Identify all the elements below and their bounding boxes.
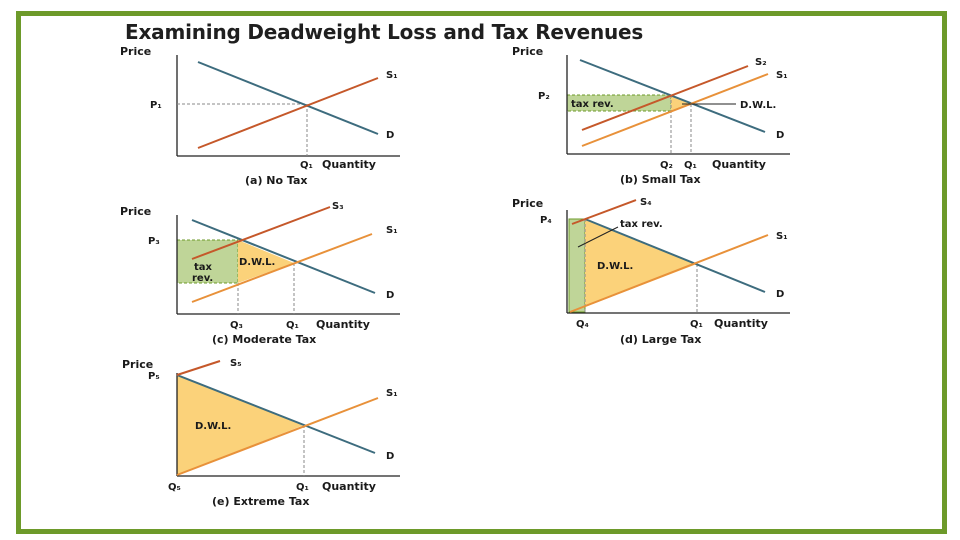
dwl-label: D.W.L. bbox=[239, 257, 275, 268]
quantity-axis-label: Quantity bbox=[322, 158, 376, 171]
supply-label: S₁ bbox=[776, 70, 788, 81]
demand-label: D bbox=[386, 290, 394, 301]
price-level-label: P₄ bbox=[540, 215, 552, 226]
quantity-tax-tick-label: Q₄ bbox=[576, 319, 589, 330]
panel-caption: (e) Extreme Tax bbox=[212, 495, 309, 508]
demand-curve bbox=[176, 374, 376, 454]
slide-title: Examining Deadweight Loss and Tax Revenu… bbox=[125, 20, 644, 44]
dwl-area bbox=[177, 375, 304, 475]
tax-revenue-label-line-1: tax bbox=[194, 262, 213, 273]
quantity-tick-label: Q₁ bbox=[684, 160, 697, 171]
supply-tax-label: S₄ bbox=[640, 197, 652, 208]
panel-caption: (c) Moderate Tax bbox=[212, 333, 316, 346]
demand-curve bbox=[191, 219, 376, 294]
supply-label: S₁ bbox=[776, 231, 788, 242]
quantity-axis-label: Quantity bbox=[712, 158, 766, 171]
supply-curve-s4 bbox=[571, 199, 637, 225]
demand-label: D bbox=[776, 289, 784, 300]
demand-label: D bbox=[386, 130, 394, 141]
panel-c-moderate-tax: Price P₃ tax rev. D.W.L. S₃ S₁ D Q₃ Q₁ Q… bbox=[120, 201, 400, 346]
quantity-axis-label: Quantity bbox=[322, 480, 376, 493]
price-level-label: P₃ bbox=[148, 236, 160, 247]
panel-a-no-tax: Price P₁ S₁ D Q₁ Quantity (a) No Tax bbox=[120, 45, 400, 187]
quantity-tax-tick-label: Q₂ bbox=[660, 160, 673, 171]
slide-frame bbox=[16, 11, 947, 534]
panel-caption: (a) No Tax bbox=[245, 174, 308, 187]
demand-curve bbox=[197, 61, 379, 135]
dwl-label: D.W.L. bbox=[740, 100, 776, 111]
quantity-tax-tick-label: Q₃ bbox=[230, 320, 243, 331]
price-axis-label: Price bbox=[512, 197, 543, 210]
supply-curve-s1 bbox=[569, 234, 769, 313]
supply-curve-s3 bbox=[191, 206, 331, 260]
panel-d-large-tax: Price P₄ tax rev. D.W.L. S₄ S₁ D Q₄ Q₁ Q… bbox=[512, 197, 790, 346]
supply-tax-label: S₂ bbox=[755, 57, 767, 68]
price-axis-label: Price bbox=[120, 205, 151, 218]
price-axis-label: Price bbox=[122, 358, 153, 371]
dwl-area bbox=[238, 240, 294, 283]
tax-revenue-label-line-2: rev. bbox=[192, 273, 213, 284]
price-axis-label: Price bbox=[512, 45, 543, 58]
tax-revenue-label: tax rev. bbox=[620, 219, 663, 230]
supply-curve-s1 bbox=[581, 73, 769, 147]
quantity-axis-label: Quantity bbox=[714, 317, 768, 330]
tax-revenue-label: tax rev. bbox=[571, 99, 614, 110]
panel-caption: (d) Large Tax bbox=[620, 333, 701, 346]
panel-e-extreme-tax: Price P₅ D.W.L. S₅ S₁ D Q₅ Q₁ Quantity (… bbox=[122, 358, 400, 508]
supply-tax-label: S₅ bbox=[230, 358, 242, 369]
quantity-tick-label: Q₁ bbox=[296, 482, 309, 493]
dwl-area bbox=[671, 95, 691, 111]
supply-label: S₁ bbox=[386, 225, 398, 236]
quantity-tick-label: Q₁ bbox=[286, 320, 299, 331]
quantity-tax-tick-label: Q₅ bbox=[168, 482, 181, 493]
tax-revenue-pointer bbox=[577, 226, 619, 248]
tax-revenue-area bbox=[176, 239, 239, 284]
panel-caption: (b) Small Tax bbox=[620, 173, 701, 186]
supply-label: S₁ bbox=[386, 70, 398, 81]
dwl-area bbox=[585, 219, 697, 307]
demand-curve bbox=[584, 218, 766, 293]
quantity-axis-label: Quantity bbox=[316, 318, 370, 331]
supply-curve-s1 bbox=[191, 233, 373, 303]
price-level-label: P₅ bbox=[148, 371, 160, 382]
supply-curve-s2 bbox=[581, 65, 749, 131]
panel-b-small-tax: Price P₂ tax rev. D.W.L. S₂ S₁ D Q₂ Q₁ Q… bbox=[512, 45, 790, 186]
supply-tax-label: S₃ bbox=[332, 201, 344, 212]
dwl-label: D.W.L. bbox=[195, 421, 231, 432]
demand-label: D bbox=[776, 130, 784, 141]
quantity-tick-label: Q₁ bbox=[300, 160, 313, 171]
supply-curve-s5 bbox=[176, 360, 221, 376]
demand-label: D bbox=[386, 451, 394, 462]
dwl-label: D.W.L. bbox=[597, 261, 633, 272]
quantity-tick-label: Q₁ bbox=[690, 319, 703, 330]
tax-revenue-area bbox=[568, 218, 586, 313]
price-level-label: P₂ bbox=[538, 91, 550, 102]
price-level-label: P₁ bbox=[150, 100, 162, 111]
supply-curve-s1 bbox=[197, 77, 379, 149]
supply-curve-s1 bbox=[176, 397, 379, 476]
supply-label: S₁ bbox=[386, 388, 398, 399]
price-axis-label: Price bbox=[120, 45, 151, 58]
